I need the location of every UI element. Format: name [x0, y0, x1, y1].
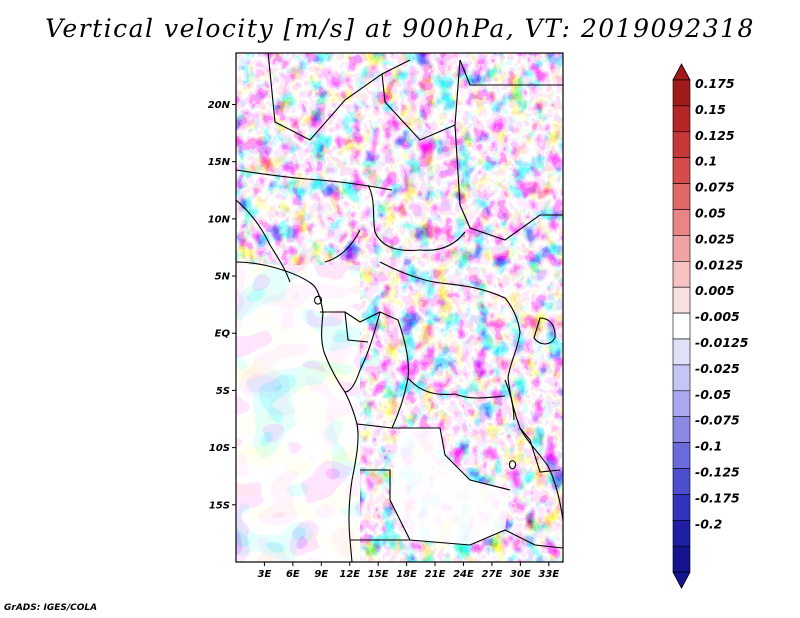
lon-tick-label: 15E	[368, 569, 389, 580]
colorbar-segment	[672, 468, 691, 495]
lat-tick-label: 20N	[208, 100, 231, 111]
colorbar-segment	[672, 442, 691, 469]
lon-tick-label: 33E	[538, 569, 559, 580]
colorbar-label: 0.075	[695, 180, 735, 195]
lon-tick-label: 3E	[258, 569, 272, 580]
lon-tick-label: 27E	[482, 569, 503, 580]
colorbar-segment	[672, 338, 691, 366]
colorbar-min-arrow	[672, 571, 691, 589]
map-title: Vertical velocity [m/s] at 900hPa, VT: 2…	[45, 14, 755, 43]
lat-tick-label: 5S	[216, 386, 230, 397]
colorbar-segment	[672, 519, 691, 547]
lon-tick-label: 18E	[396, 569, 417, 580]
colorbar-segment	[672, 260, 691, 288]
lat-tick-label: 10N	[208, 214, 231, 225]
colorbar-label: 0.125	[695, 128, 735, 143]
colorbar-segment	[672, 79, 691, 107]
colorbar-label: 0.175	[695, 76, 735, 91]
colorbar-label: -0.2	[695, 516, 722, 531]
colorbar-segment	[672, 494, 691, 521]
colorbar-label: 0.05	[695, 206, 726, 221]
vertical-velocity-field	[236, 53, 563, 562]
latitude-axis: 20N 15N 10N 5N EQ 5S 10S 15S	[208, 100, 236, 511]
colorbar-label: -0.005	[695, 309, 740, 324]
colorbar-segment	[672, 545, 691, 573]
colorbar-label: -0.075	[695, 413, 740, 428]
lon-tick-label: 12E	[339, 569, 360, 580]
map-frame	[235, 52, 564, 563]
colorbar-label: 0.0125	[695, 257, 744, 272]
lon-tick-label: 30E	[510, 569, 531, 580]
lat-tick-label: 5N	[215, 272, 231, 283]
grads-credit: GrADS: IGES/COLA	[4, 603, 98, 613]
colorbar-segment	[672, 364, 691, 392]
lon-tick-label: 24E	[453, 569, 474, 580]
colorbar-segment	[672, 131, 691, 159]
longitude-axis: 3E 6E 9E 12E 15E 18E 21E 24E 27E 30E 33E	[258, 562, 559, 580]
colorbar-segment	[672, 105, 691, 133]
colorbar-segment	[672, 183, 691, 210]
lon-tick-label: 9E	[314, 569, 328, 580]
colorbar-label: -0.025	[695, 361, 740, 376]
lat-tick-label: 15S	[209, 500, 230, 511]
country-borders	[236, 53, 563, 562]
colorbar-segment	[672, 209, 691, 236]
colorbar-label: 0.1	[695, 154, 717, 169]
colorbar-segment	[672, 312, 691, 340]
lat-tick-label: 10S	[209, 443, 230, 454]
colorbar-segment	[672, 416, 691, 443]
colorbar-label: -0.125	[695, 465, 740, 480]
lat-tick-label: EQ	[215, 329, 231, 340]
colorbar: 0.175 0.15 0.125 0.1 0.075 0.05 0.025 0.0125 0.0…	[672, 63, 749, 589]
colorbar-label: -0.1	[695, 439, 722, 454]
colorbar-segment	[672, 235, 691, 262]
lon-tick-label: 21E	[425, 569, 446, 580]
lat-tick-label: 15N	[208, 157, 231, 168]
colorbar-segment	[672, 390, 691, 417]
colorbar-label: 0.025	[695, 231, 735, 246]
colorbar-segment	[672, 157, 691, 184]
colorbar-label: -0.05	[695, 387, 731, 402]
colorbar-max-arrow	[672, 63, 691, 81]
colorbar-label: 0.005	[695, 283, 735, 298]
colorbar-segment	[672, 286, 691, 314]
colorbar-label: -0.175	[695, 490, 740, 505]
colorbar-label: 0.15	[695, 102, 726, 117]
colorbar-label: -0.0125	[695, 335, 749, 350]
lon-tick-label: 6E	[286, 569, 300, 580]
